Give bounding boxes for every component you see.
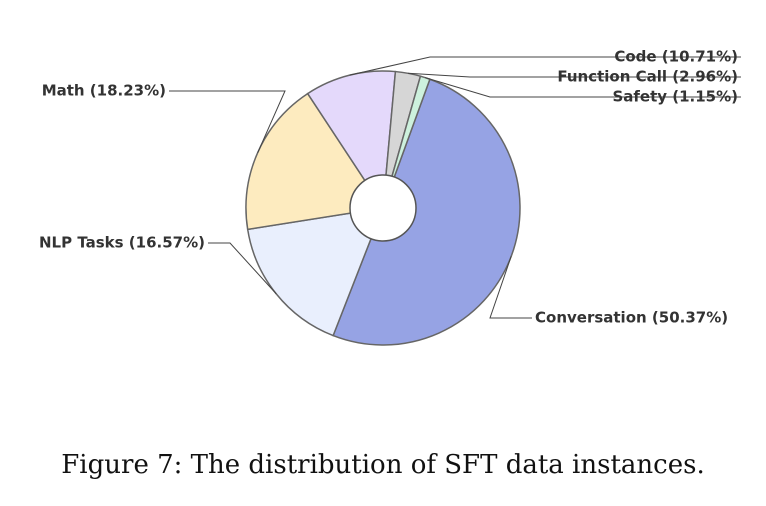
leader-line-conversation (489, 256, 532, 319)
leader-line-math (169, 90, 286, 153)
slice-label-code: Code (10.71%) (614, 48, 738, 66)
slice-label-nlp-tasks: NLP Tasks (16.57%) (39, 234, 205, 252)
pie-slice-nlp-tasks (246, 207, 385, 337)
donut-hole (349, 174, 417, 242)
slice-label-math: Math (18.23%) (42, 82, 166, 100)
figure-caption: Figure 7: The distribution of SFT data i… (61, 450, 705, 480)
leader-line-safety (425, 77, 741, 98)
leader-line-nlp-tasks (208, 242, 277, 295)
leader-line-function-call (408, 72, 741, 78)
slice-label-function-call: Function Call (2.96%) (557, 68, 738, 86)
slice-label-conversation: Conversation (50.37%) (535, 309, 728, 327)
pie-slice-conversation (332, 78, 521, 346)
leader-line-code (349, 56, 741, 76)
slice-label-safety: Safety (1.15%) (612, 88, 738, 106)
pie-chart: Conversation (50.37%) NLP Tasks (16.57%) M… (39, 48, 741, 346)
